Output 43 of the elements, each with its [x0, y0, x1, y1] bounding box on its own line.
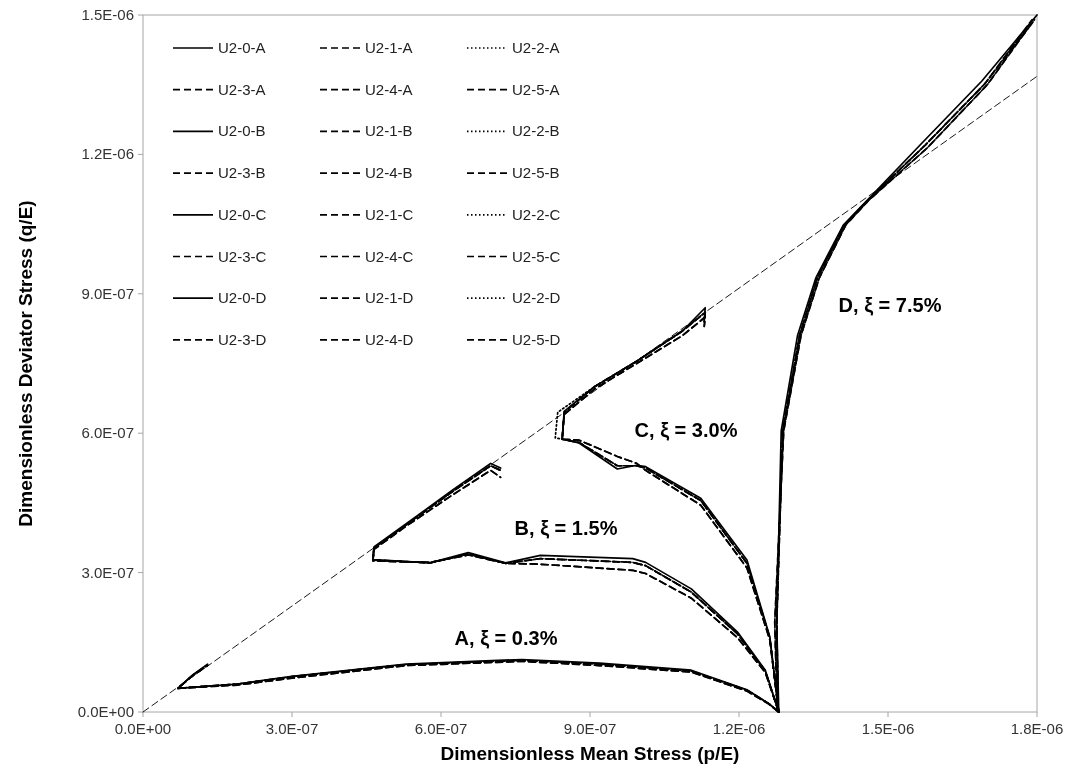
legend-label: U2-2-B — [512, 122, 560, 140]
legend-label: U2-1-D — [365, 289, 414, 307]
legend-label: U2-3-A — [218, 80, 266, 98]
x-tick-label: 9.0E-07 — [563, 720, 617, 737]
legend-label: U2-5-A — [512, 80, 560, 98]
annotation: A, ξ = 0.3% — [454, 627, 558, 649]
y-tick-label: 1.5E-06 — [81, 6, 134, 23]
annotation: C, ξ = 3.0% — [634, 419, 738, 441]
x-tick-label: 3.0E-07 — [265, 720, 319, 737]
legend-label: U2-1-A — [365, 39, 413, 56]
legend-label: U2-2-C — [512, 205, 561, 223]
y-tick-label: 6.0E-07 — [81, 424, 134, 442]
legend-label: U2-3-B — [218, 164, 266, 182]
legend-label: U2-0-C — [218, 205, 267, 223]
x-tick-label: 0.0E+00 — [114, 720, 172, 737]
y-tick-label: 0.0E+00 — [77, 703, 134, 720]
x-tick-label: 1.2E-06 — [712, 720, 766, 737]
x-axis-title: Dimensionless Mean Stress (p/E) — [440, 743, 740, 764]
y-tick-label: 1.2E-06 — [81, 145, 134, 163]
annotation: D, ξ = 7.5% — [838, 294, 942, 316]
y-tick-label: 9.0E-07 — [81, 284, 134, 302]
legend-label: U2-0-D — [218, 289, 267, 307]
legend-label: U2-0-A — [218, 39, 266, 56]
legend-label: U2-2-A — [512, 39, 560, 56]
x-tick-label: 6.0E-07 — [414, 720, 468, 737]
annotation: B, ξ = 1.5% — [514, 517, 618, 539]
x-tick-label: 1.5E-06 — [861, 720, 915, 737]
legend-label: U2-5-D — [512, 330, 561, 348]
y-axis-title: Dimensionless Deviator Stress (q/E) — [15, 200, 36, 527]
legend-label: U2-2-D — [512, 289, 561, 307]
legend-label: U2-5-C — [512, 247, 561, 265]
legend-label: U2-3-D — [218, 330, 267, 348]
legend-label: U2-5-B — [512, 164, 560, 182]
legend-label: U2-4-A — [365, 80, 413, 98]
legend-label: U2-4-B — [365, 164, 413, 182]
legend-label: U2-4-C — [365, 247, 414, 265]
legend-label: U2-3-C — [218, 247, 267, 265]
legend-label: U2-4-D — [365, 330, 414, 348]
x-tick-label: 1.8E-06 — [1010, 720, 1064, 737]
legend-label: U2-1-B — [365, 122, 413, 140]
legend-label: U2-1-C — [365, 205, 414, 223]
legend-label: U2-0-B — [218, 122, 266, 140]
y-tick-label: 3.0E-07 — [81, 563, 134, 581]
